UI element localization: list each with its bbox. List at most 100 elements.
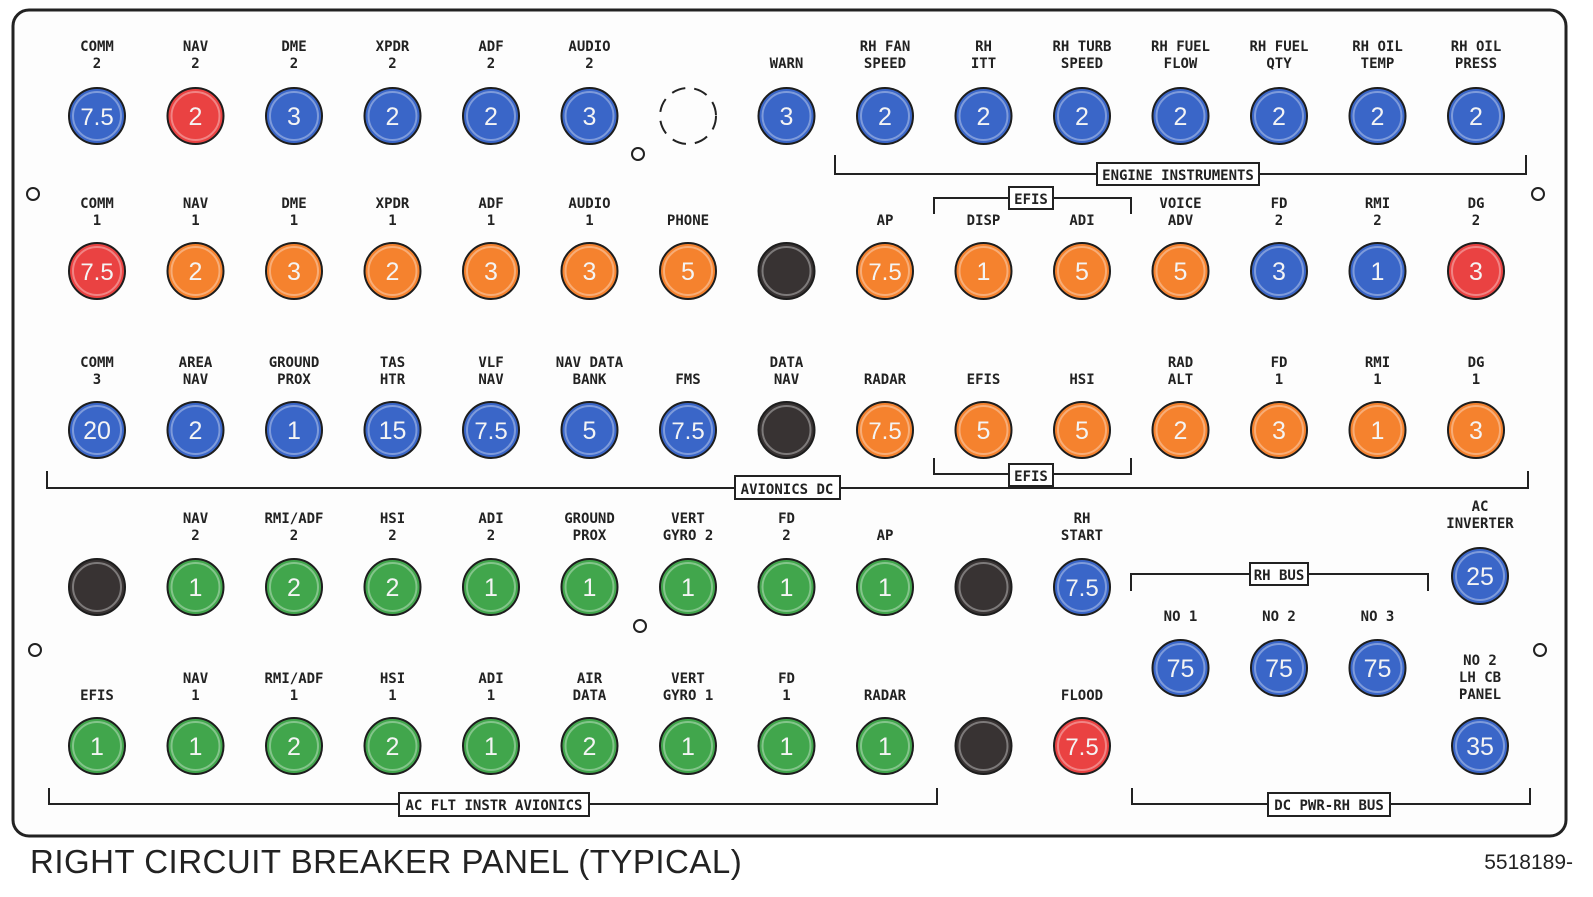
breaker-knob[interactable] xyxy=(1348,87,1407,145)
breaker-knob[interactable] xyxy=(363,242,422,300)
breaker-knob[interactable] xyxy=(166,558,225,616)
breaker-knob[interactable] xyxy=(166,242,225,300)
breaker-knob[interactable] xyxy=(363,717,422,775)
breaker-no-2[interactable]: NO 2 75 xyxy=(1250,609,1308,697)
breaker-phone[interactable]: PHONE 5 xyxy=(659,213,717,300)
breaker-radar[interactable]: RADAR 1 xyxy=(856,688,914,775)
breaker-knob[interactable] xyxy=(68,558,126,616)
breaker-knob[interactable] xyxy=(1451,547,1509,605)
breaker-knob[interactable] xyxy=(166,401,225,459)
breaker-knob[interactable] xyxy=(954,87,1013,145)
breaker-knob[interactable] xyxy=(1451,717,1509,775)
breaker-knob[interactable] xyxy=(1250,639,1308,697)
breaker-flood[interactable]: FLOOD 7.5 xyxy=(1053,688,1111,775)
breaker-knob[interactable] xyxy=(462,717,520,775)
breaker-knob[interactable] xyxy=(856,242,914,300)
breaker-knob[interactable] xyxy=(560,558,619,616)
breaker-knob[interactable] xyxy=(363,87,422,145)
breaker-knob[interactable] xyxy=(560,401,619,459)
breaker-knob[interactable] xyxy=(757,401,816,459)
breaker-hsi[interactable]: HSI 5 xyxy=(1053,372,1111,459)
breaker-knob[interactable] xyxy=(757,242,816,300)
breaker-adi[interactable]: ADI 5 xyxy=(1053,213,1111,300)
breaker-knob[interactable] xyxy=(1447,401,1505,459)
breaker-knob[interactable] xyxy=(560,242,619,300)
breaker-knob[interactable] xyxy=(659,242,717,300)
breaker-knob[interactable] xyxy=(363,401,422,459)
breaker-knob[interactable] xyxy=(166,717,225,775)
breaker-no-3[interactable]: NO 3 75 xyxy=(1348,609,1407,697)
breaker-knob[interactable] xyxy=(1053,717,1111,775)
breaker-knob[interactable] xyxy=(1053,401,1111,459)
breaker-knob[interactable] xyxy=(363,558,422,616)
breaker-knob[interactable] xyxy=(856,87,914,145)
breaker-knob[interactable] xyxy=(1250,87,1308,145)
breaker-efis[interactable]: EFIS 5 xyxy=(954,372,1013,459)
breaker-knob[interactable] xyxy=(462,87,520,145)
breaker-blank[interactable] xyxy=(757,242,816,300)
breaker-knob[interactable] xyxy=(462,558,520,616)
breaker-knob[interactable] xyxy=(954,717,1013,775)
breaker-knob[interactable] xyxy=(1447,87,1505,145)
breaker-knob[interactable] xyxy=(265,242,323,300)
breaker-knob[interactable] xyxy=(1348,242,1407,300)
breaker-knob[interactable] xyxy=(1053,87,1111,145)
breaker-knob[interactable] xyxy=(1053,558,1111,616)
breaker-knob[interactable] xyxy=(265,717,323,775)
breaker-no-1[interactable]: NO 1 75 xyxy=(1151,609,1210,697)
breaker-dg-2[interactable]: DG2 3 xyxy=(1447,196,1505,300)
breaker-knob[interactable] xyxy=(1151,401,1210,459)
breaker-efis[interactable]: EFIS 1 xyxy=(68,688,126,775)
breaker-fd-2[interactable]: FD2 3 xyxy=(1250,196,1308,300)
breaker-knob[interactable] xyxy=(560,87,619,145)
breaker-knob[interactable] xyxy=(1151,639,1210,697)
breaker-ap[interactable]: AP 1 xyxy=(856,528,914,616)
breaker-knob[interactable] xyxy=(1151,87,1210,145)
breaker-fd-2[interactable]: FD2 1 xyxy=(757,511,816,616)
breaker-knob[interactable] xyxy=(954,242,1013,300)
breaker-knob[interactable] xyxy=(659,401,717,459)
breaker-fd-1[interactable]: FD1 3 xyxy=(1250,355,1308,459)
breaker-knob[interactable] xyxy=(68,87,126,145)
breaker-fms[interactable]: FMS 7.5 xyxy=(659,372,717,459)
breaker-blank[interactable] xyxy=(954,717,1013,775)
breaker-knob[interactable] xyxy=(68,242,126,300)
breaker-knob[interactable] xyxy=(856,558,914,616)
breaker-dg-1[interactable]: DG1 3 xyxy=(1447,355,1505,459)
breaker-blank[interactable] xyxy=(954,558,1013,616)
breaker-knob[interactable] xyxy=(1447,242,1505,300)
breaker-knob[interactable] xyxy=(856,401,914,459)
